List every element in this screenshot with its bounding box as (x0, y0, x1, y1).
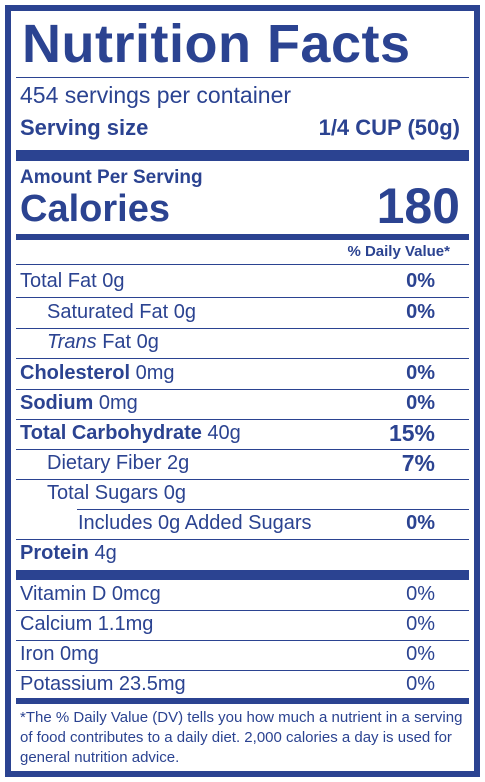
nutrient-name: Trans Fat 0g (47, 331, 159, 353)
nutrient-row-protein: Protein 4g (16, 539, 469, 568)
serving-size-label: Serving size (20, 115, 149, 140)
nutrient-row-added-sugars: Includes 0g Added Sugars 0% (16, 509, 469, 538)
vitamin-dv: 0% (406, 643, 435, 665)
vitamin-name: Iron 0mg (20, 643, 99, 665)
divider (16, 479, 469, 480)
nutrient-row-sodium: Sodium 0mg 0% (16, 389, 469, 418)
divider (16, 264, 469, 265)
vitamin-name: Vitamin D 0mcg (20, 583, 161, 605)
label-border (5, 5, 480, 777)
vitamin-row-iron: Iron 0mg 0% (16, 640, 469, 669)
nutrient-row-saturated-fat: Saturated Fat 0g 0% (16, 298, 469, 327)
divider (16, 539, 469, 540)
vitamin-name: Potassium 23.5mg (20, 673, 186, 695)
thick-divider (16, 150, 469, 161)
divider (16, 449, 469, 450)
nutrient-row-total-sugars: Total Sugars 0g (16, 479, 469, 508)
nutrient-name: Saturated Fat 0g (47, 301, 196, 323)
divider (16, 328, 469, 329)
vitamin-row-potassium: Potassium 23.5mg 0% (16, 670, 469, 699)
nutrient-row-dietary-fiber: Dietary Fiber 2g 7% (16, 449, 469, 478)
nutrient-dv: 15% (388, 420, 435, 446)
divider (16, 640, 469, 641)
vitamin-dv: 0% (406, 613, 435, 635)
nutrient-dv: 0% (406, 392, 435, 414)
medium-divider (16, 698, 469, 704)
divider (16, 670, 469, 671)
nutrient-name: Includes 0g Added Sugars (78, 512, 312, 534)
nutrition-facts-label: Nutrition Facts 454 servings per contain… (5, 5, 480, 777)
label-title: Nutrition Facts (22, 14, 411, 74)
nutrient-dv: 0% (406, 270, 435, 292)
nutrient-name: Total Carbohydrate 40g (20, 422, 241, 444)
divider (16, 297, 469, 298)
vitamin-dv: 0% (406, 583, 435, 605)
nutrient-name: Protein 4g (20, 542, 117, 564)
divider (77, 509, 469, 510)
thick-divider (16, 570, 469, 580)
serving-size-value: 1/4 CUP (50g) (318, 115, 460, 140)
divider (16, 610, 469, 611)
daily-value-footnote: *The % Daily Value (DV) tells you how mu… (20, 709, 463, 766)
nutrient-dv: 0% (406, 512, 435, 534)
vitamin-name: Calcium 1.1mg (20, 613, 154, 635)
divider (16, 419, 469, 420)
nutrient-row-trans-fat: Trans Fat 0g (16, 328, 469, 357)
nutrient-row-total-carbohydrate: Total Carbohydrate 40g 15% (16, 419, 469, 448)
calories-label: Calories (20, 188, 170, 230)
daily-value-header: % Daily Value* (347, 243, 450, 260)
medium-divider (16, 234, 469, 240)
nutrient-name: Total Sugars 0g (47, 482, 186, 504)
nutrient-name: Dietary Fiber 2g (47, 452, 190, 474)
vitamin-row-vitamin-d: Vitamin D 0mcg 0% (16, 580, 469, 609)
vitamin-row-calcium: Calcium 1.1mg 0% (16, 610, 469, 639)
nutrient-row-cholesterol: Cholesterol 0mg 0% (16, 359, 469, 388)
servings-per-container: 454 servings per container (20, 82, 292, 108)
nutrient-dv: 7% (401, 450, 435, 476)
vitamin-dv: 0% (406, 673, 435, 695)
divider (16, 389, 469, 390)
nutrient-row-total-fat: Total Fat 0g 0% (16, 267, 469, 296)
calories-value: 180 (376, 178, 460, 234)
amount-per-serving: Amount Per Serving (20, 167, 203, 188)
nutrient-dv: 0% (406, 362, 435, 384)
divider (16, 358, 469, 359)
nutrient-name: Total Fat 0g (20, 270, 125, 292)
nutrient-name: Cholesterol 0mg (20, 362, 175, 384)
divider (16, 77, 469, 78)
nutrient-name: Sodium 0mg (20, 392, 138, 414)
nutrient-dv: 0% (406, 301, 435, 323)
